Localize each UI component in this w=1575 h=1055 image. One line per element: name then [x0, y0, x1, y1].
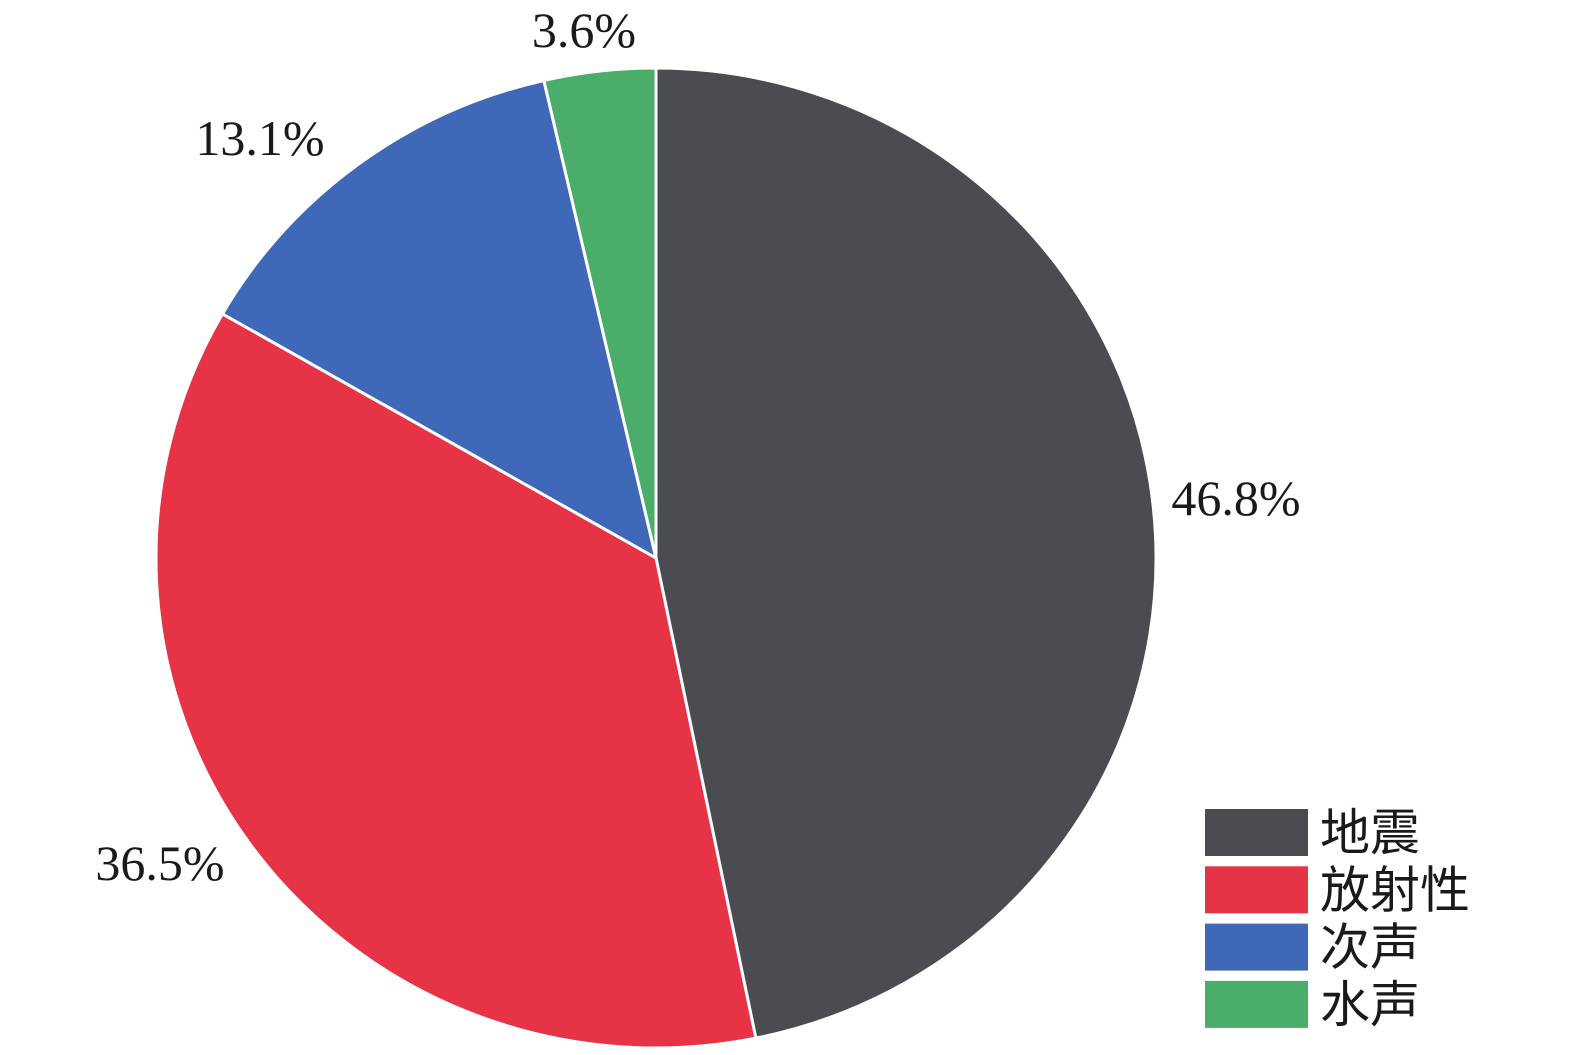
- legend-swatch-hydroacoustic: [1205, 980, 1308, 1028]
- pie-slice-radioactivity: [154, 312, 758, 1050]
- legend-item-hydroacoustic: 水声: [1205, 976, 1420, 1034]
- pie-slices: [154, 66, 1158, 1050]
- pie-slice-earthquake: [654, 66, 1158, 1040]
- legend-swatch-radioactivity: [1205, 866, 1308, 914]
- data-labels: 46.8% 36.5% 13.1% 3.6%: [95, 2, 1300, 891]
- legend-swatch-infrasound: [1205, 923, 1308, 971]
- data-label-infrasound: 13.1%: [195, 110, 324, 166]
- legend-label-infrasound: 次声: [1320, 919, 1420, 977]
- legend-label-radioactivity: 放射性: [1320, 861, 1470, 919]
- pie-slice-infrasound: [220, 78, 658, 560]
- legend-swatch-earthquake: [1205, 809, 1308, 856]
- data-label-earthquake: 46.8%: [1171, 470, 1300, 526]
- legend-item-earthquake: 地震: [1205, 804, 1420, 862]
- data-label-radioactivity: 36.5%: [95, 835, 224, 891]
- legend-item-infrasound: 次声: [1205, 919, 1420, 977]
- data-label-hydroacoustic: 3.6%: [532, 2, 636, 58]
- legend-label-earthquake: 地震: [1320, 804, 1420, 862]
- legend-label-hydroacoustic: 水声: [1320, 976, 1420, 1034]
- legend-item-radioactivity: 放射性: [1205, 861, 1470, 919]
- pie-slice-hydroacoustic: [542, 66, 658, 560]
